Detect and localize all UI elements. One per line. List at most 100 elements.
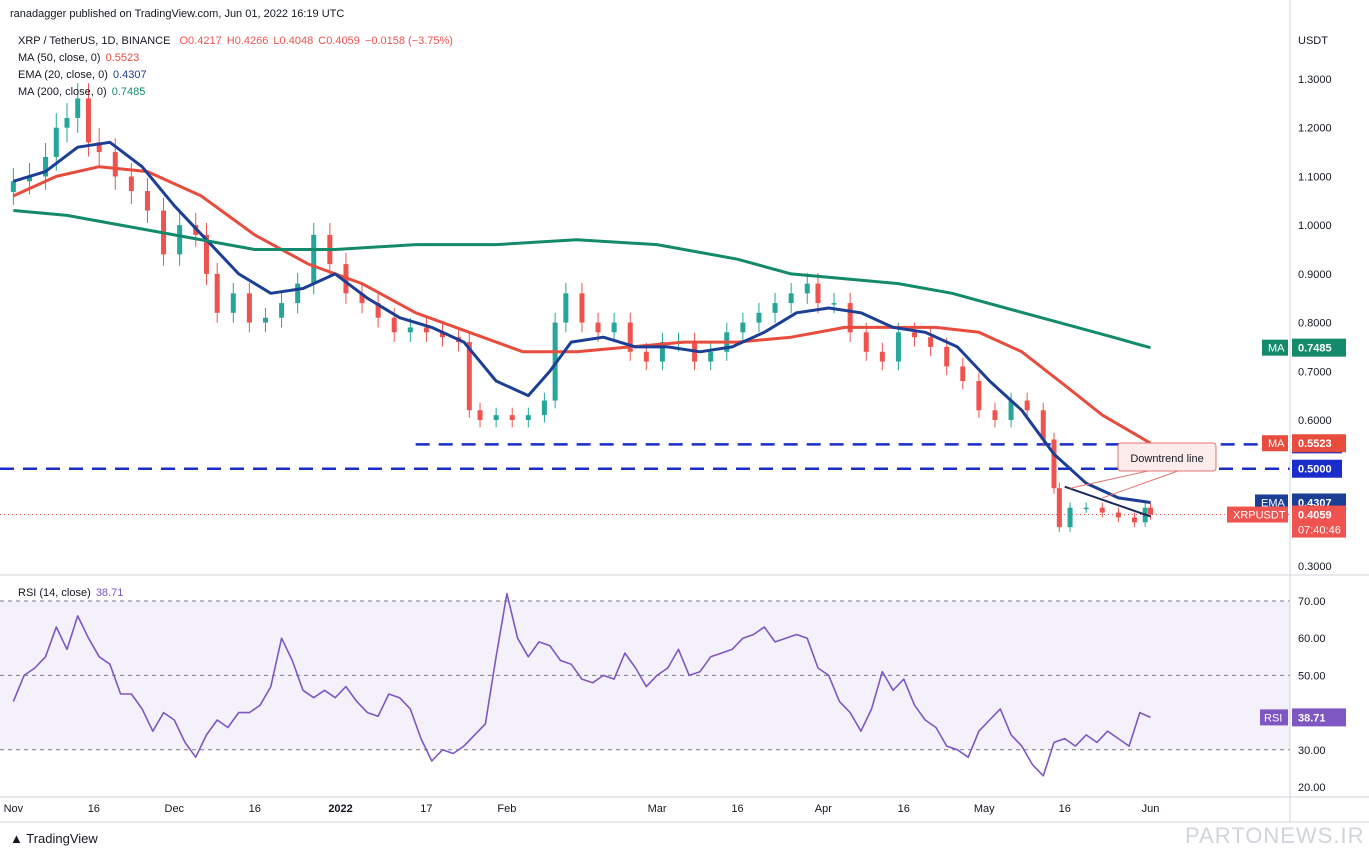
series-price-label: 0.4059 (1298, 510, 1332, 522)
rsi-line (12, 592, 1151, 777)
series-tag-box (1227, 506, 1288, 523)
candle-body (1040, 410, 1046, 440)
series-tag-name: MA (1268, 343, 1285, 355)
time-tick-label: Dec (165, 803, 185, 815)
tradingview-brand: TradingView (26, 831, 98, 846)
rsi-value-box (1292, 708, 1346, 727)
candle-body (659, 342, 665, 362)
candle-body (579, 293, 585, 323)
candle-body (64, 117, 70, 128)
candle-body (112, 152, 118, 177)
series-price-label: 0.5523 (1298, 438, 1332, 450)
symbol-name: XRP / TetherUS, 1D, BINANCE (18, 35, 171, 47)
series-tag-name: EMA (1261, 497, 1286, 509)
price-tick-label: 1.1000 (1298, 171, 1332, 183)
ma50-legend[interactable]: MA (50, close, 0) 0.5523 (18, 52, 141, 64)
price-tick-label: 0.7000 (1298, 366, 1332, 378)
rsi-tag-name: RSI (1264, 712, 1282, 724)
series-price-label: 0.7485 (1298, 343, 1332, 355)
candle-body (895, 332, 901, 362)
rsi-tick-label: 30.00 (1298, 745, 1326, 757)
ohlc-high: H0.4266 (226, 35, 269, 47)
candle-body (203, 234, 209, 274)
series-tag-box (1262, 435, 1288, 452)
candle-body (85, 98, 91, 143)
candle-body (493, 415, 499, 420)
tradingview-logo[interactable]: ▲ TradingView (10, 831, 98, 846)
time-tick-label: 16 (898, 803, 910, 815)
moving-average-line (13, 209, 1151, 350)
series-price-box (1292, 505, 1346, 538)
candle-body (541, 400, 547, 416)
ma200-value: 0.7485 (111, 86, 146, 98)
candle-body (944, 346, 950, 367)
candle-body (960, 366, 966, 382)
countdown-label: 07:40:46 (1298, 525, 1341, 537)
tradingview-logo-icon: ▲ (10, 831, 23, 846)
time-tick-label: Jun (1142, 803, 1160, 815)
candle-body (375, 303, 381, 318)
candle-body (772, 303, 778, 313)
candle-body (611, 322, 617, 333)
rsi-tick-label: 50.00 (1298, 670, 1326, 682)
candle-body (1067, 507, 1073, 528)
ma200-legend[interactable]: MA (200, close, 0) 0.7485 (18, 86, 147, 98)
ohlc-change: −0.0158 (−3.75%) (364, 35, 453, 47)
currency-label: USDT (1298, 35, 1328, 47)
time-tick-label: Feb (497, 803, 516, 815)
series-tag-box (1262, 339, 1288, 356)
downtrend-line (1064, 485, 1151, 518)
candle-body (863, 332, 869, 352)
candle-body (26, 176, 32, 182)
candle-body (1131, 517, 1137, 523)
symbol-legend: XRP / TetherUS, 1D, BINANCE O0.4217 H0.4… (18, 35, 455, 47)
annotation-box (1117, 442, 1217, 472)
candle-body (756, 312, 762, 323)
price-tick-label: 1.0000 (1298, 220, 1332, 232)
moving-average-line (12, 165, 1152, 445)
ema20-legend[interactable]: EMA (20, close, 0) 0.4307 (18, 69, 149, 81)
candle-body (1148, 507, 1154, 515)
time-tick-label: 16 (88, 803, 100, 815)
candle-body (643, 351, 649, 362)
price-tick-label: 0.3000 (1298, 561, 1332, 573)
rsi-value-label: 38.71 (1298, 712, 1326, 724)
candle-body (1008, 400, 1014, 420)
price-tick-label: 0.9000 (1298, 269, 1332, 281)
series-tag-name: MA (1268, 438, 1285, 450)
candle-body (423, 327, 429, 333)
rsi-legend[interactable]: RSI (14, close) 38.71 (18, 587, 125, 599)
ma50-value: 0.5523 (105, 52, 140, 64)
time-tick-label: 16 (249, 803, 261, 815)
candle-body (407, 327, 413, 333)
candle-body (525, 415, 531, 420)
time-tick-label: 16 (1059, 803, 1071, 815)
candle-body (976, 381, 982, 411)
annotation-pointer (1102, 470, 1179, 499)
publisher-line: ranadagger published on TradingView.com,… (10, 8, 345, 20)
candle-body (477, 410, 483, 420)
candle-body (740, 322, 746, 333)
ohlc-low: L0.4048 (273, 35, 314, 47)
candle-body (912, 332, 918, 338)
candle-body (831, 303, 837, 305)
time-tick-label: Nov (4, 803, 24, 815)
ohlc-close: C0.4059 (318, 35, 360, 47)
candle-body (359, 293, 365, 304)
series-price-box (1292, 338, 1346, 357)
candle-body (391, 317, 397, 333)
price-tick-label: 0.8000 (1298, 318, 1332, 330)
ma200-label: MA (200, close, 0) (18, 86, 107, 98)
candle-body (177, 225, 183, 255)
candle-body (10, 181, 16, 192)
candle-body (246, 293, 252, 323)
rsi-tick-label: 70.00 (1298, 596, 1326, 608)
candle-body (144, 191, 150, 211)
level-price-tag (1292, 459, 1342, 478)
candle-body (1051, 439, 1057, 489)
ema20-label: EMA (20, close, 0) (18, 69, 108, 81)
series-tag-name: XRPUSDT (1233, 510, 1286, 522)
rsi-tag-box (1260, 709, 1288, 726)
watermark: PARTONEWS.IR (1185, 823, 1365, 848)
